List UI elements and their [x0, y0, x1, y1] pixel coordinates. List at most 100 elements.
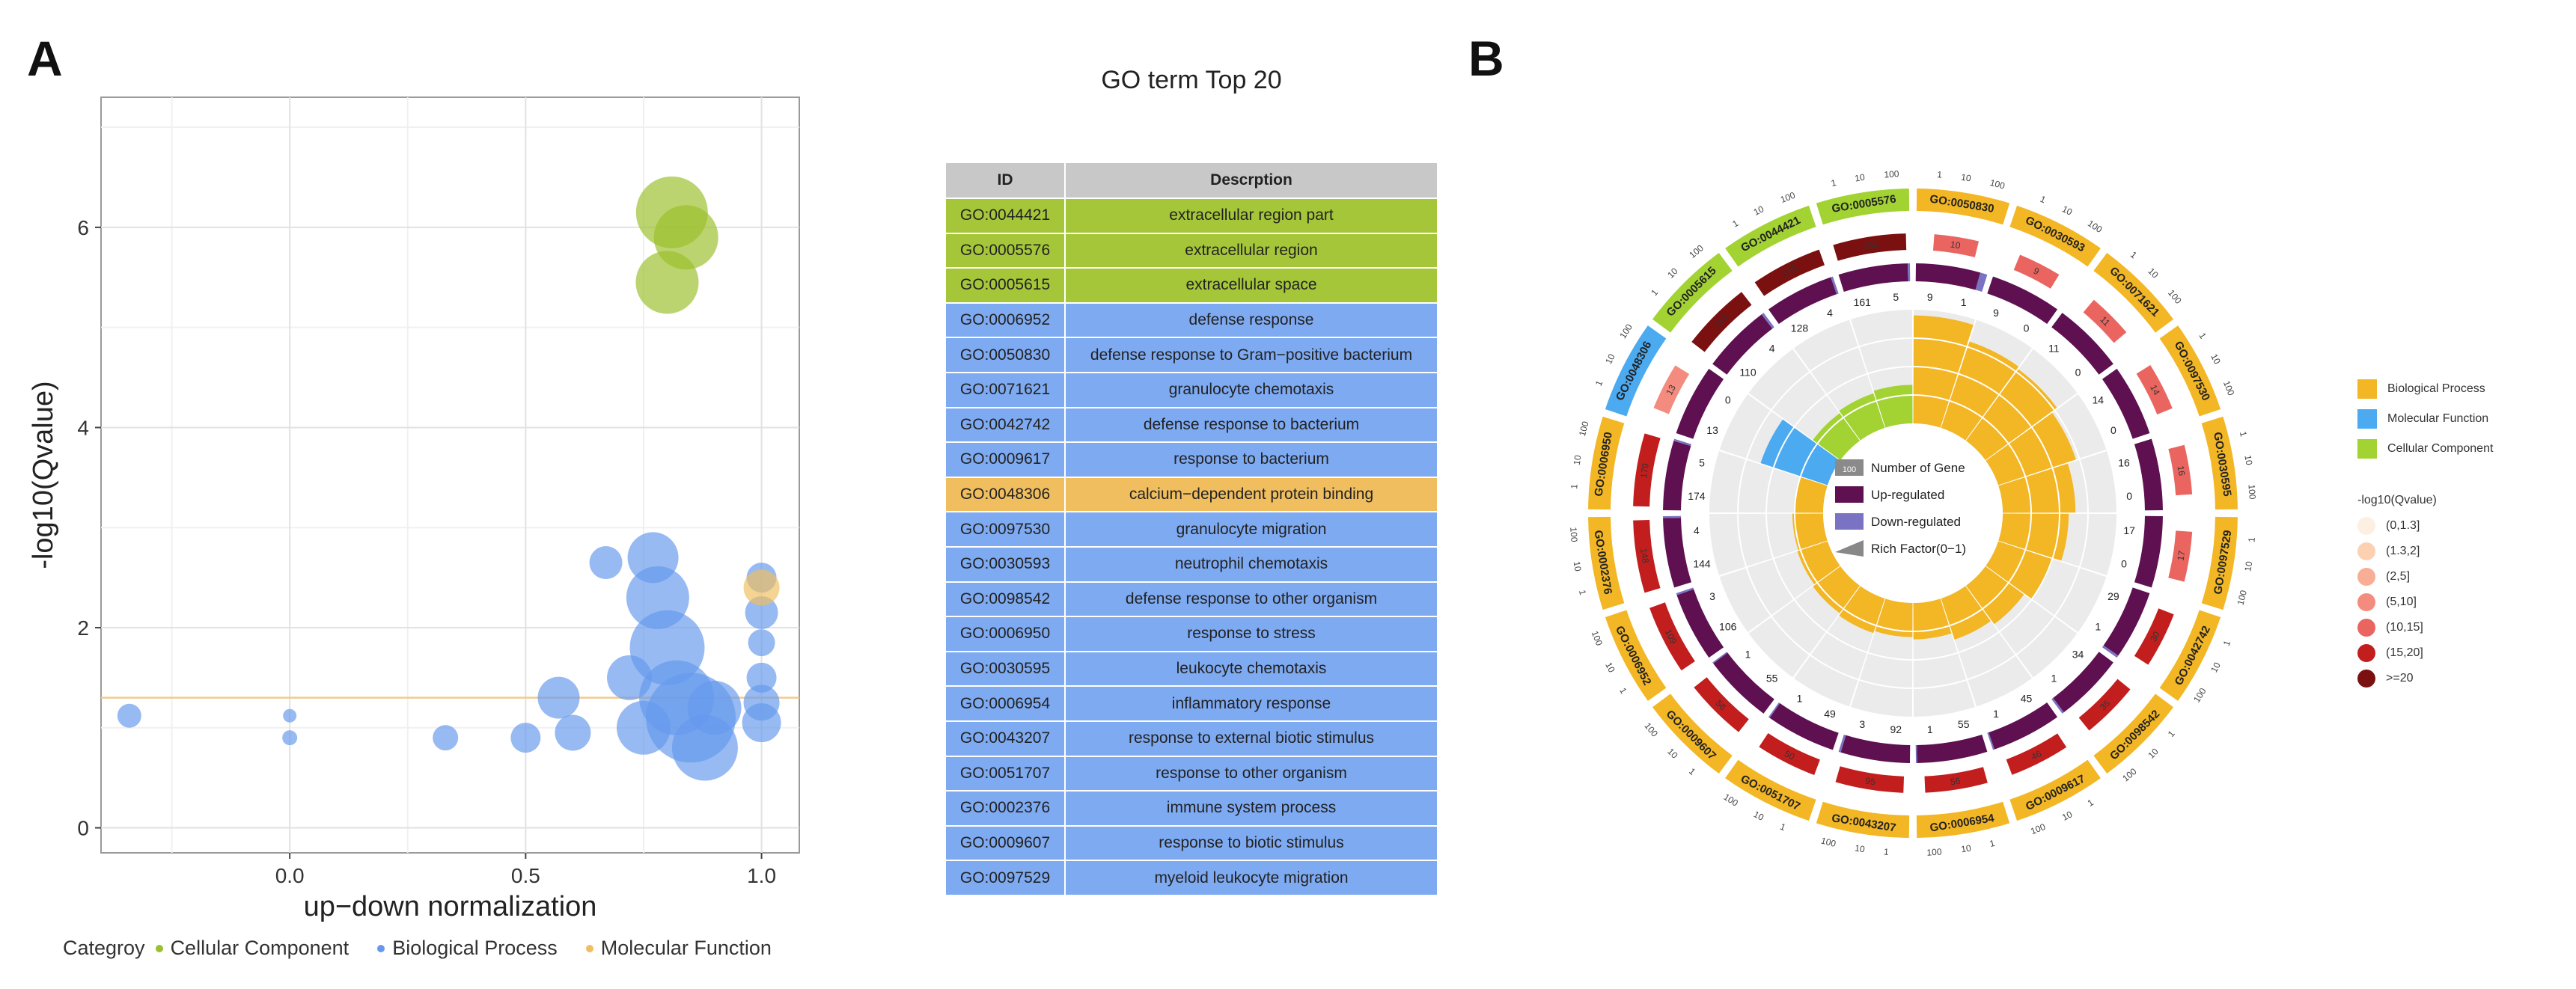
term-ring-segment	[2159, 325, 2221, 417]
gene-count-bar	[1649, 602, 1695, 671]
term-ring-segment	[1652, 252, 1733, 333]
rich-factor-bar	[1813, 413, 1861, 461]
y-tick-label-2: 4	[77, 416, 89, 439]
category-legend-item: Molecular Function	[2357, 404, 2493, 434]
gene-count-bar	[1633, 433, 1661, 507]
up-regulated-segment	[1840, 735, 1911, 763]
scale-label: 10	[1960, 842, 1972, 854]
y-tick-label-3: 6	[77, 216, 89, 239]
legend-item-cc: Cellular Component	[155, 937, 350, 960]
scale-label: 100	[1568, 527, 1579, 542]
gene-count-bar	[1932, 234, 1980, 257]
scale-label: 100	[2235, 589, 2249, 606]
bubble-point	[589, 546, 623, 580]
down-regulated-segment	[2102, 645, 2119, 658]
gene-count-bar	[2083, 299, 2127, 343]
down-count-label: 0	[2110, 424, 2116, 436]
cell-go-id: GO:0005576	[944, 232, 1066, 269]
rich-factor-bar	[1913, 598, 1952, 640]
up-regulated-segment	[1712, 314, 1773, 375]
scale-label: 1	[1687, 766, 1697, 777]
up-count-label: 17	[2123, 524, 2135, 536]
down-regulated-segment	[1768, 702, 1780, 718]
down-count-label: 5	[1699, 456, 1705, 468]
center-legend-swatch	[1835, 459, 1864, 476]
rich-factor-bar	[1986, 412, 2076, 486]
qvalue-legend-item: >=20	[2357, 666, 2493, 691]
gene-count-label: 30	[2148, 629, 2162, 643]
table-row: GO:0042742 defense response to bacterium	[944, 406, 1438, 444]
col-header-description: Descrption	[1064, 162, 1438, 199]
up-count-label: 106	[1719, 621, 1737, 633]
scale-label: 100	[1577, 420, 1591, 437]
up-count-label: 9	[1927, 291, 1933, 303]
scale-label: 1	[1830, 177, 1837, 189]
cell-go-id: GO:0005615	[944, 267, 1066, 304]
scale-label: 100	[1884, 168, 1899, 180]
scale-label: 10	[1603, 352, 1617, 366]
category-legend-swatch	[2357, 379, 2377, 399]
table-row: GO:0005576 extracellular region	[944, 232, 1438, 269]
gene-count-bar	[2136, 364, 2173, 415]
down-regulated-segment	[1831, 276, 1839, 295]
term-ring-segment	[2093, 252, 2174, 333]
qvalue-legend-dot	[2357, 619, 2375, 637]
bubble-point	[687, 681, 742, 735]
x-tick-label-1: 0.5	[511, 864, 540, 887]
cell-go-id: GO:0051707	[944, 755, 1066, 792]
table-row: GO:0044421 extracellular region part	[944, 198, 1438, 234]
go-term-table: ID Descrption GO:0044421 extracellular re…	[944, 162, 1438, 896]
down-regulated-segment	[1663, 515, 1682, 518]
legend-dot-bp	[377, 944, 385, 952]
down-count-label: 3	[1859, 718, 1865, 730]
gene-count-bar	[2168, 444, 2193, 496]
gene-count-label: 13	[1664, 383, 1678, 397]
center-legend-label: Up-regulated	[1871, 488, 1944, 502]
up-regulated-segment	[2134, 438, 2163, 511]
down-count-label: 1	[2095, 621, 2101, 633]
qvalue-legend-item: (15,20]	[2357, 640, 2493, 666]
gene-count-bar	[2168, 530, 2193, 582]
table-row: GO:0005615 extracellular space	[944, 267, 1438, 304]
y-tick-label-1: 2	[77, 616, 89, 640]
bubble-point	[282, 730, 298, 746]
cell-description: inflammatory response	[1064, 685, 1438, 722]
up-count-label: 45	[2021, 692, 2033, 704]
scale-label: 1	[1577, 589, 1588, 596]
bubble-legend: Categroy Cellular Component Biological P…	[63, 937, 790, 960]
cell-go-id: GO:0006954	[944, 685, 1066, 722]
up-regulated-segment	[2102, 368, 2150, 439]
qvalue-legend-item: (1.3,2]	[2357, 539, 2493, 564]
table-row: GO:0048306 calcium−dependent protein bind…	[944, 476, 1438, 513]
bubble-point	[283, 708, 297, 723]
scale-label: 10	[2209, 661, 2223, 675]
legend-label-mf: Molecular Function	[600, 937, 772, 959]
up-count-label: 55	[1766, 673, 1778, 685]
down-count-label: 1	[2051, 673, 2057, 685]
rich-grid-circle-0	[1794, 394, 2032, 632]
gene-count-label: 17	[2176, 550, 2188, 562]
cell-description: immune system process	[1064, 790, 1438, 827]
qvalue-legend-label: (1.3,2]	[2386, 545, 2420, 557]
cell-go-id: GO:0009607	[944, 824, 1066, 862]
rich-factor-bar	[1965, 369, 2057, 461]
scale-label: 1	[1730, 218, 1740, 230]
up-count-label: 13	[1706, 424, 1718, 436]
rich-grid-circle-2	[1737, 337, 2089, 689]
table-row: GO:0097529 myeloid leukocyte migration	[944, 860, 1438, 896]
qvalue-legend-item: (5,10]	[2357, 590, 2493, 615]
bubble-chart: 0.0 0.5 1.0 0 2 4 6 up−down normalization -log10…	[28, 97, 800, 922]
cell-go-id: GO:0030595	[944, 650, 1066, 688]
scale-label: 100	[1820, 835, 1837, 849]
scale-label: 100	[2191, 686, 2209, 705]
down-regulated-segment	[1987, 732, 1995, 750]
rich-factor-bar	[1839, 393, 1885, 441]
legend-label-cc: Cellular Component	[170, 937, 350, 959]
category-legend-swatch	[2357, 439, 2377, 459]
legend-item-bp: Biological Process	[377, 937, 558, 960]
scale-label: 1	[2039, 194, 2048, 206]
table-row: GO:0009607 response to biotic stimulus	[944, 824, 1438, 862]
up-count-label: 144	[1693, 558, 1711, 570]
rich-factor-bar	[1941, 586, 1991, 640]
up-regulated-segment	[2134, 515, 2163, 588]
